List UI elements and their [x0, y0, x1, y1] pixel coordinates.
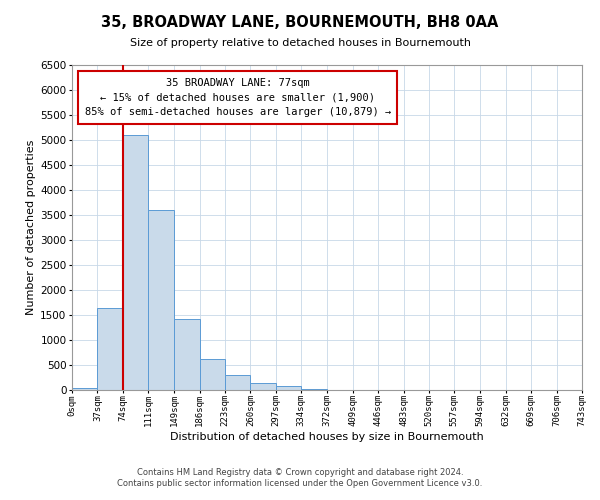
X-axis label: Distribution of detached houses by size in Bournemouth: Distribution of detached houses by size …: [170, 432, 484, 442]
Text: 35, BROADWAY LANE, BOURNEMOUTH, BH8 0AA: 35, BROADWAY LANE, BOURNEMOUTH, BH8 0AA: [101, 15, 499, 30]
Bar: [97, 308, 123, 390]
Bar: [174, 319, 200, 390]
Bar: [250, 382, 276, 390]
Text: 35 BROADWAY LANE: 77sqm
← 15% of detached houses are smaller (1,900)
85% of semi: 35 BROADWAY LANE: 77sqm ← 15% of detache…: [85, 78, 391, 118]
Y-axis label: Number of detached properties: Number of detached properties: [26, 140, 36, 315]
Bar: [200, 359, 225, 390]
Text: Contains HM Land Registry data © Crown copyright and database right 2024.
Contai: Contains HM Land Registry data © Crown c…: [118, 468, 482, 487]
Bar: [123, 135, 148, 390]
Bar: [301, 388, 328, 390]
Bar: [225, 375, 250, 390]
Text: Size of property relative to detached houses in Bournemouth: Size of property relative to detached ho…: [130, 38, 470, 48]
Bar: [276, 386, 301, 390]
Bar: [148, 210, 174, 390]
Bar: [72, 388, 97, 390]
